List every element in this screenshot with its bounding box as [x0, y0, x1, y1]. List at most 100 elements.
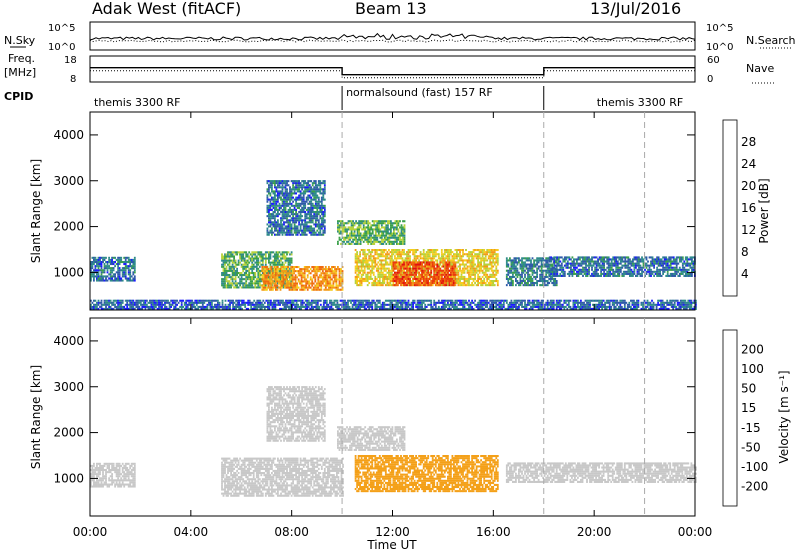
power-cell	[284, 184, 287, 187]
power-cell	[222, 267, 225, 270]
power-cell	[546, 284, 549, 287]
power-cell	[301, 196, 304, 199]
power-cell	[284, 286, 286, 289]
power-cell	[360, 261, 363, 264]
power-cell	[293, 190, 296, 193]
power-cell	[495, 261, 498, 264]
power-cell	[586, 256, 589, 259]
power-cell	[510, 265, 513, 268]
power-cell	[344, 238, 347, 241]
power-cell	[483, 259, 486, 262]
power-cell	[469, 251, 472, 254]
power-cell	[484, 259, 487, 262]
power-cell	[222, 259, 225, 262]
power-cell	[613, 270, 616, 273]
power-cell	[554, 264, 557, 267]
power-cell	[480, 257, 483, 260]
power-cell	[323, 192, 326, 195]
power-cells	[90, 180, 697, 310]
power-cell	[354, 280, 357, 283]
power-cell	[407, 255, 410, 258]
power-cell	[233, 269, 236, 272]
power-cell	[474, 269, 477, 272]
power-cell	[239, 274, 242, 277]
power-cell	[551, 270, 554, 273]
power-cell	[394, 249, 396, 252]
power-cell	[519, 263, 522, 266]
power-cell	[271, 208, 273, 211]
power-cell	[579, 258, 581, 261]
power-cell	[269, 229, 272, 232]
power-cell	[323, 278, 326, 281]
power-cell	[287, 219, 290, 222]
power-cell	[103, 271, 106, 274]
power-cell	[394, 265, 396, 268]
power-cell	[363, 269, 366, 272]
power-cell	[277, 225, 279, 228]
power-cell	[448, 269, 451, 272]
power-cell	[283, 255, 285, 258]
power-cell	[266, 270, 268, 273]
power-cell	[284, 213, 287, 216]
power-cell	[395, 275, 398, 278]
power-cell	[424, 271, 427, 274]
power-cell	[337, 284, 339, 287]
power-cell	[533, 261, 536, 264]
power-cell	[245, 278, 248, 281]
power-cell	[285, 272, 288, 275]
power-cell	[540, 277, 543, 280]
power-cell	[97, 258, 100, 261]
power-cell	[433, 265, 436, 268]
power-cell	[323, 274, 326, 277]
power-cell	[456, 261, 458, 264]
power-cell	[284, 231, 287, 234]
power-cell	[323, 204, 326, 207]
power-cell	[531, 263, 534, 266]
power-cell	[281, 184, 284, 187]
power-cell	[362, 224, 365, 227]
power-cell	[106, 279, 109, 282]
power-cell	[338, 232, 341, 235]
power-cell	[481, 251, 484, 254]
power-cell	[254, 253, 257, 256]
power-cell	[299, 282, 302, 285]
power-cell	[542, 259, 545, 262]
power-cell	[368, 265, 371, 268]
power-cell	[359, 277, 362, 280]
power-cell	[360, 263, 363, 266]
power-cell	[365, 222, 368, 225]
power-cell	[486, 249, 489, 252]
power-cell	[350, 224, 353, 227]
power-cell	[112, 256, 115, 259]
power-cell	[454, 273, 457, 276]
power-cell	[281, 213, 284, 216]
power-cell	[437, 267, 440, 270]
power-cell	[413, 273, 416, 276]
power-cell	[367, 226, 370, 229]
power-cell	[471, 273, 474, 276]
power-cell	[280, 265, 282, 268]
power-cell	[543, 280, 546, 283]
power-cell	[272, 255, 275, 258]
power-cell	[427, 269, 430, 272]
power-cell	[368, 251, 371, 254]
power-cell	[299, 274, 302, 277]
power-cell	[99, 277, 101, 280]
power-cell	[299, 217, 302, 220]
power-cell	[430, 249, 433, 252]
power-cell	[278, 182, 281, 185]
power-cell	[340, 282, 342, 285]
power-cell	[527, 269, 529, 272]
power-cell	[404, 267, 407, 270]
power-cell	[457, 284, 460, 287]
power-cell	[358, 224, 361, 227]
power-cell	[601, 268, 604, 271]
power-cell	[390, 224, 392, 227]
power-cell	[269, 215, 272, 218]
power-cell	[317, 231, 320, 234]
power-cell	[443, 271, 446, 274]
power-cell	[453, 275, 455, 278]
power-cell	[281, 180, 284, 183]
power-cell	[536, 271, 539, 274]
power-cell	[114, 256, 117, 259]
